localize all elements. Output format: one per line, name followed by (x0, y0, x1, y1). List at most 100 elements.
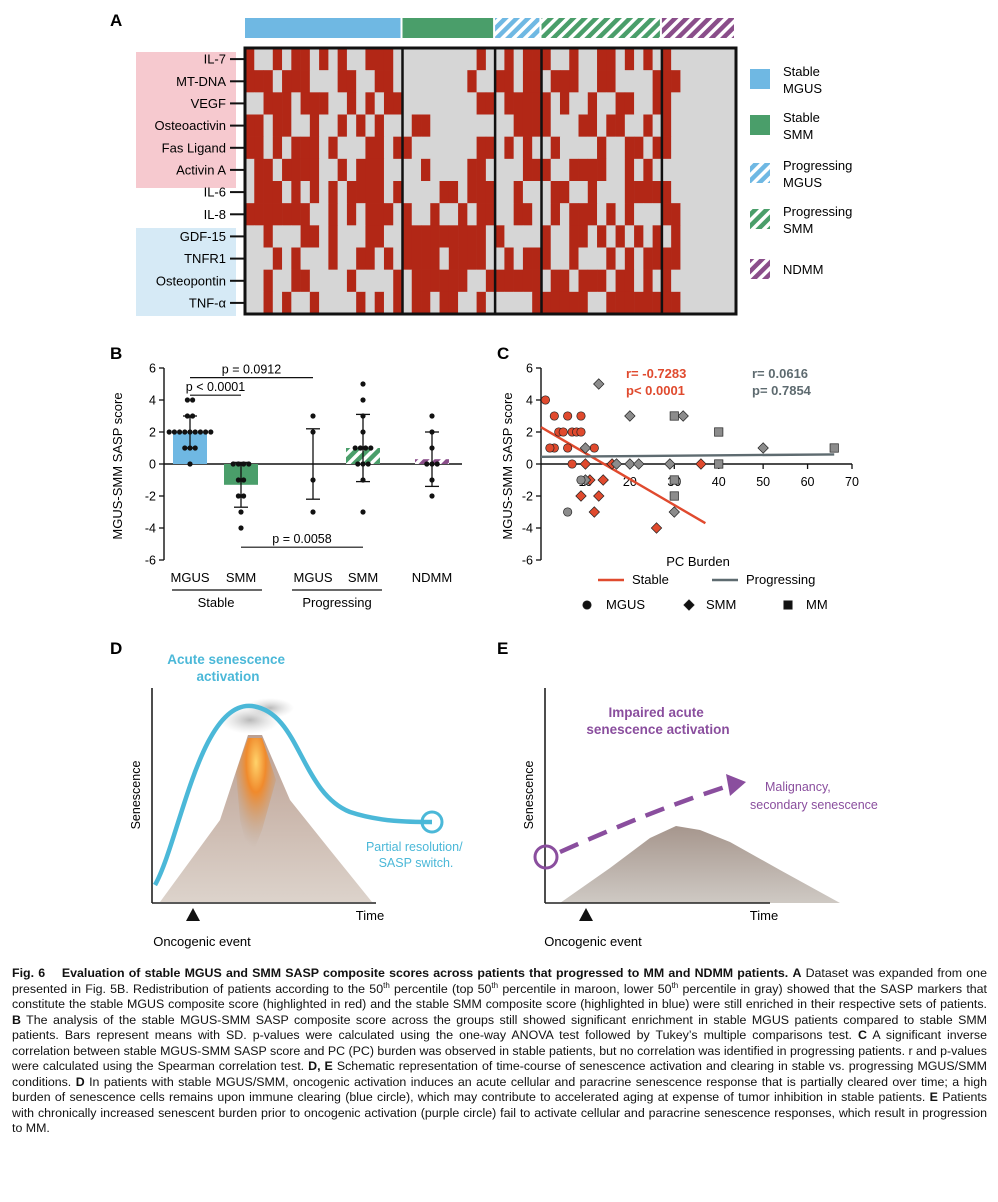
heatmap-cell (652, 92, 663, 115)
heatmap-cell (698, 181, 709, 204)
heatmap-cell (328, 225, 338, 248)
heatmap-cell (254, 203, 264, 226)
e-event-label: Oncogenic event (544, 934, 642, 949)
heatmap-cell (587, 70, 598, 93)
heatmap-cell (485, 70, 496, 93)
heatmap-cell (522, 70, 533, 93)
heatmap-cell (346, 136, 357, 160)
heatmap-cell (615, 114, 626, 137)
heatmap-cell (689, 181, 700, 204)
heatmap-cell (634, 114, 644, 137)
b-data-point (360, 429, 366, 435)
heatmap-cell (550, 181, 561, 204)
heatmap-cell (634, 158, 644, 182)
heatmap-cell (504, 48, 514, 71)
heatmap-cell (634, 269, 644, 293)
heatmap-cell (541, 291, 552, 315)
volcano (160, 735, 372, 902)
heatmap-cell (587, 158, 598, 182)
heatmap-cell (485, 114, 496, 137)
b-y-tick-label: -4 (145, 522, 156, 536)
heatmap-cell (559, 181, 570, 204)
heatmap-cell (272, 70, 283, 93)
group-bar-ndmm (661, 18, 734, 38)
heatmap-cell (606, 181, 616, 204)
heatmap-cell (541, 203, 552, 226)
b-data-point (429, 477, 435, 483)
heatmap-cell (578, 114, 589, 137)
heatmap-cell (263, 291, 274, 315)
heatmap-cell (356, 48, 366, 71)
heatmap-cell (467, 181, 477, 204)
heatmap-cell (726, 269, 737, 293)
heatmap-cell (374, 203, 385, 226)
panel-c: C MGUS-SMM SASP score 6420-2-4-610203040… (497, 344, 859, 612)
figure-6: A IL-7 MT-DNA VEGF Osteoactivin Fas Ligand Ac… (110, 11, 878, 949)
heatmap-cell (513, 70, 524, 93)
heatmap-cell (615, 92, 626, 115)
heatmap-cell (356, 114, 366, 137)
heatmap-cell (597, 291, 607, 315)
heatmap-cell (587, 92, 598, 115)
heatmap-cell (522, 158, 533, 182)
heatmap-cell (291, 203, 301, 226)
heatmap-cell (300, 225, 311, 248)
heatmap-cell (652, 203, 663, 226)
heatmap-cell (346, 203, 357, 226)
heatmap-cell (421, 203, 431, 226)
heatmap-cell (365, 203, 375, 226)
heatmap-cell (291, 247, 301, 270)
heatmap-cell (587, 225, 598, 248)
d-title-line-1: Acute senescence (167, 652, 285, 667)
heatmap-cell (578, 136, 589, 160)
heatmap-cell (652, 136, 663, 160)
heatmap-cell (708, 92, 718, 115)
c-point-square (829, 443, 839, 453)
b-group-label: Progressing (302, 595, 371, 610)
heatmap-cell (661, 203, 672, 226)
heatmap-cell (532, 291, 542, 315)
c-stat-r: r= -0.7283 (626, 366, 686, 381)
heatmap-cell (430, 291, 440, 315)
heatmap-cell (569, 269, 579, 293)
heatmap-cell (309, 92, 320, 115)
heatmap-cell (430, 225, 440, 248)
heatmap-cell (652, 70, 663, 93)
heatmap-cell (458, 92, 468, 115)
heatmap-cell (522, 48, 533, 71)
heatmap-cell (439, 247, 450, 270)
heatmap-cell (356, 181, 366, 204)
legend-label: Stable (783, 64, 820, 79)
heatmap-cell (458, 269, 468, 293)
heatmap-cell (439, 114, 450, 137)
heatmap-cell (513, 48, 524, 71)
heatmap-cell (411, 92, 422, 115)
heatmap-cell (559, 203, 570, 226)
c-y-axis-label: MGUS-SMM SASP score (500, 392, 515, 539)
heatmap-cell (458, 291, 468, 315)
heatmap-cell (291, 92, 301, 115)
heatmap-cell (402, 225, 413, 248)
c-point-diamond (597, 474, 609, 486)
heatmap-cell (476, 181, 487, 204)
heatmap-cell (485, 92, 496, 115)
heatmap-cell (606, 203, 616, 226)
heatmap-cell (272, 291, 283, 315)
heatmap-cell (448, 48, 459, 71)
heatmap-cell (383, 92, 394, 115)
heatmap-cell (309, 291, 320, 315)
heatmap-cell (245, 181, 255, 204)
b-data-point (360, 477, 366, 483)
heatmap-cell (476, 114, 487, 137)
heatmap-cell (263, 114, 274, 137)
heatmap-cell (587, 247, 598, 270)
b-data-point (238, 509, 244, 515)
heatmap-cell (337, 291, 348, 315)
c-legend-label: SMM (706, 597, 736, 612)
heatmap-cell (513, 114, 524, 137)
heatmap-cell (272, 269, 283, 293)
caption-a-text-2: percentile (top 50 (394, 981, 492, 996)
heatmap-cell (708, 158, 718, 182)
heatmap-cell (698, 48, 709, 71)
heatmap-cell (541, 247, 552, 270)
